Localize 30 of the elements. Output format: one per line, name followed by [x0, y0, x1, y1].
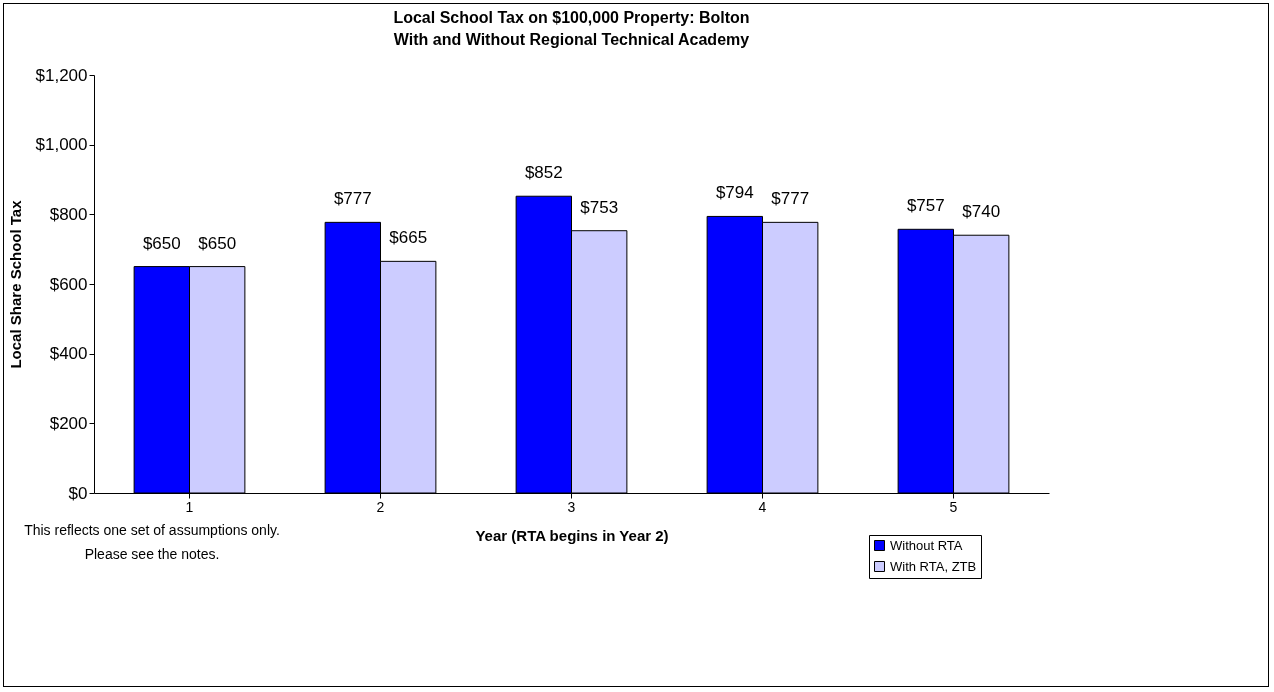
data-label: $665: [389, 228, 428, 248]
y-tick-label: $1,200: [35, 65, 88, 85]
data-label: $757: [906, 196, 945, 216]
x-tick-label: 5: [949, 498, 958, 515]
x-tick-label: 2: [376, 498, 385, 515]
y-tick-label: $800: [49, 204, 88, 224]
chart-subtitle: With and Without Regional Technical Academy: [393, 31, 750, 48]
data-label: $777: [333, 189, 372, 209]
y-tick-label: $600: [49, 274, 88, 294]
x-tick-label: 3: [567, 498, 576, 515]
legend-label: With RTA, ZTB: [890, 558, 977, 574]
y-tick-label: $200: [49, 413, 88, 433]
text: Please see the notes.: [84, 546, 220, 562]
y-tick-label: $0: [68, 483, 88, 503]
x-tick-label: 4: [758, 498, 767, 515]
data-label: $740: [962, 202, 1001, 222]
x-tick-label: 1: [185, 498, 194, 515]
data-label: $852: [524, 163, 563, 183]
y-tick-label: $1,000: [35, 135, 88, 155]
y-tick-label: $400: [49, 344, 88, 364]
data-label: $777: [771, 189, 810, 209]
chart-title: Local School Tax on $100,000 Property: Bolton: [393, 9, 750, 26]
data-label: $794: [715, 183, 754, 203]
legend-label: Without RTA: [890, 537, 963, 553]
data-label: $650: [198, 233, 237, 253]
data-label: $753: [580, 197, 619, 217]
data-label: $650: [142, 233, 181, 253]
x-axis-title: Year (RTA begins in Year 2): [475, 526, 669, 544]
text: This reflects one set of assumptions only.: [24, 522, 280, 538]
y-axis-title: Local Share School Tax: [6, 199, 24, 369]
